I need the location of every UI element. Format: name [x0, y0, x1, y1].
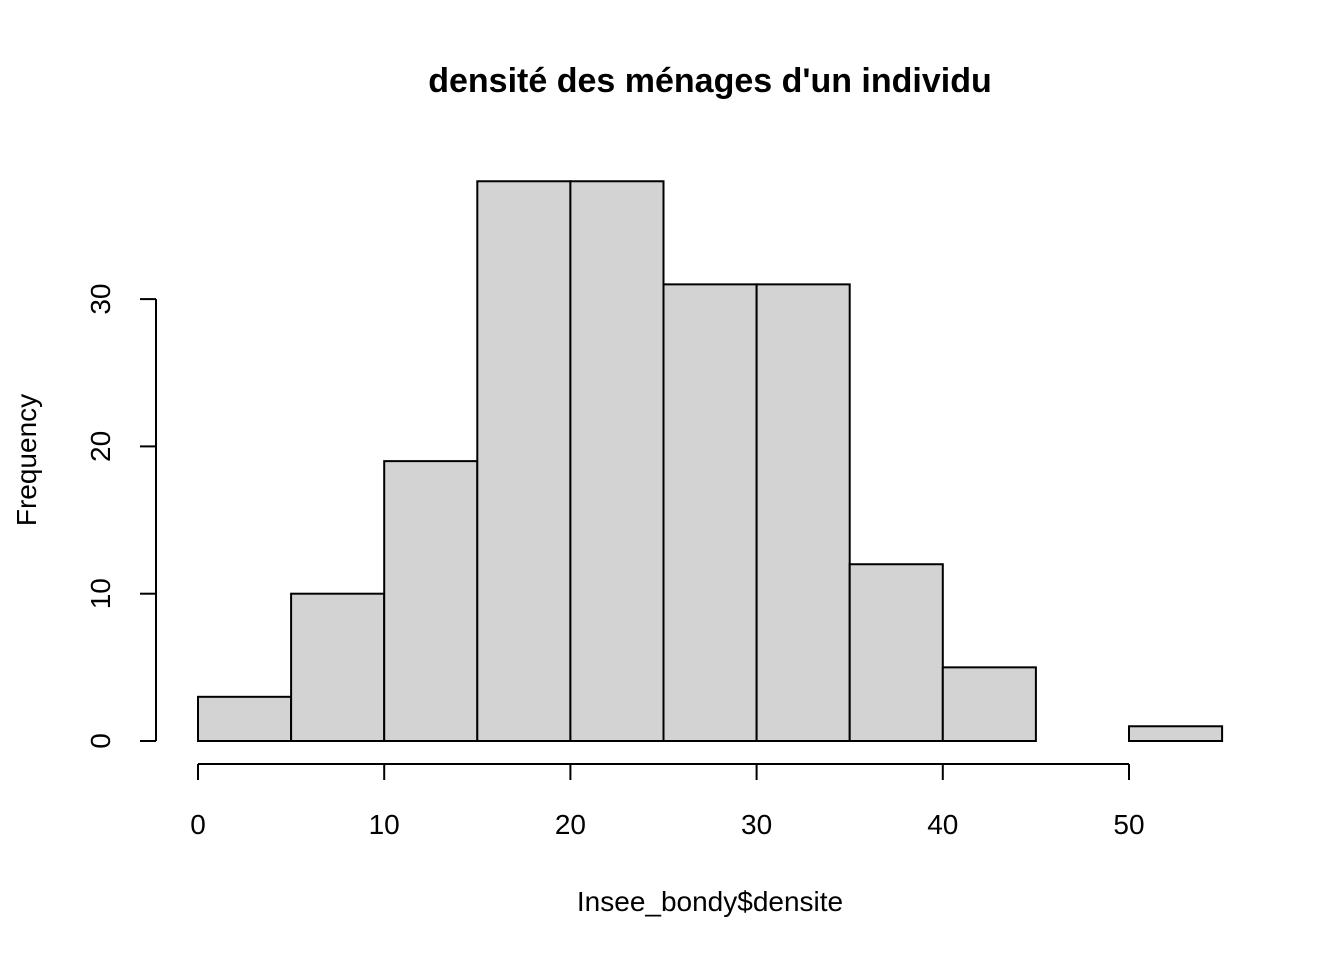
- chart-title: densité des ménages d'un individu: [428, 62, 992, 100]
- x-tick-label: 50: [1113, 809, 1144, 840]
- y-axis-label: Frequency: [11, 394, 42, 526]
- histogram-bar-10-15: [383, 460, 479, 742]
- histogram-bar-25-30: [662, 283, 758, 742]
- x-axis-label: Insee_bondy$densite: [577, 886, 843, 917]
- y-tick-label: 20: [85, 431, 116, 462]
- y-tick-label: 0: [85, 733, 116, 749]
- histogram-bar-15-20: [476, 180, 572, 742]
- x-tick-label: 30: [741, 809, 772, 840]
- bars-group: [197, 180, 1224, 743]
- x-tick-label: 40: [927, 809, 958, 840]
- x-tick-label: 10: [369, 809, 400, 840]
- histogram-bar-30-35: [755, 283, 851, 742]
- histogram-bar-40-45: [941, 666, 1037, 742]
- x-axis: 0 10 20 30 40 50: [190, 763, 1145, 840]
- histogram-bar-20-25: [569, 180, 665, 742]
- y-axis: 0 10 20 30: [85, 284, 157, 749]
- y-tick-label: 30: [85, 284, 116, 315]
- y-tick-label: 10: [85, 578, 116, 609]
- x-tick-label: 0: [190, 809, 206, 840]
- x-tick-label: 20: [555, 809, 586, 840]
- histogram-bar-0-5: [197, 695, 293, 742]
- histogram-bar-50-55: [1128, 725, 1224, 743]
- histogram-bar-5-10: [290, 592, 386, 743]
- histogram-bar-35-40: [848, 563, 944, 742]
